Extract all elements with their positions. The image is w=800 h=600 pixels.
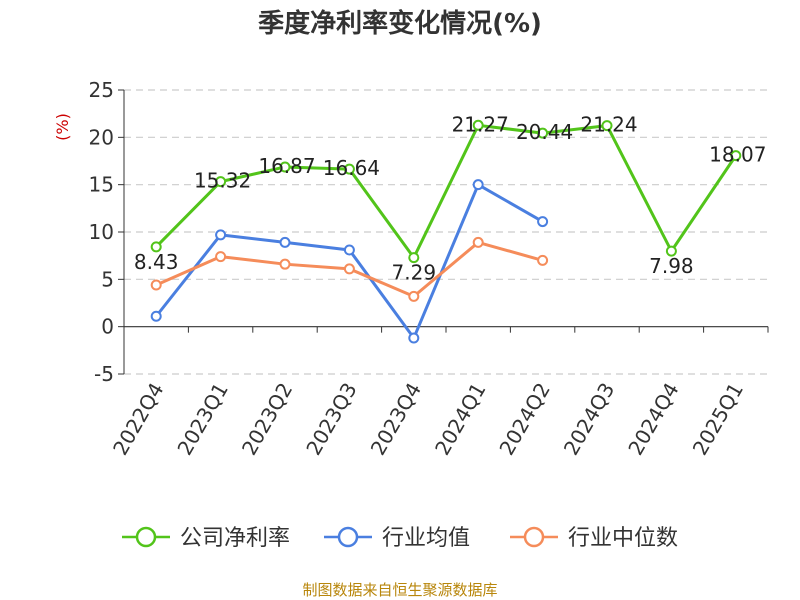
y-tick-label: 10	[89, 220, 114, 244]
data-point	[472, 236, 484, 248]
y-tick-label: 25	[89, 78, 114, 102]
data-point	[215, 176, 227, 188]
y-axis-label: (%)	[53, 113, 72, 141]
data-point	[537, 254, 549, 266]
data-point	[343, 263, 355, 275]
data-labels: 8.43 15.32 16.87 16.64 7.29 21.27 20.44 21.24 7.…	[134, 112, 766, 284]
source-note: 制图数据来自恒生聚源数据库	[302, 581, 497, 599]
x-tick-label: 2022Q4	[108, 379, 168, 460]
legend: 公司净利率 行业均值 行业中位数	[122, 526, 678, 551]
legend-item: 公司净利率	[122, 526, 290, 551]
data-label: 20.44	[516, 120, 573, 144]
data-label: 18.07	[709, 143, 766, 167]
data-point	[730, 150, 742, 162]
series-line	[155, 183, 544, 340]
data-point	[150, 279, 162, 291]
y-tick-label: 5	[101, 267, 114, 291]
x-tick-label: 2024Q2	[494, 379, 554, 460]
data-point	[537, 216, 549, 228]
data-point	[215, 251, 227, 263]
x-tick-label: 2023Q4	[366, 379, 426, 460]
series-company	[150, 119, 742, 264]
x-tick-label: 2024Q3	[559, 379, 619, 460]
data-label: 7.98	[649, 254, 694, 278]
data-point	[279, 161, 291, 173]
legend-marker	[135, 526, 157, 548]
x-tick-label: 2024Q1	[430, 379, 490, 460]
legend-label: 公司净利率	[180, 526, 290, 551]
legend-label: 行业中位数	[568, 526, 678, 551]
y-tick-label: 0	[101, 315, 114, 339]
legend-marker	[523, 526, 545, 548]
chart-title: 季度净利率变化情况(%)	[258, 8, 542, 39]
legend-item: 行业中位数	[510, 526, 678, 551]
data-point	[150, 310, 162, 322]
series-industry-mean	[150, 179, 549, 344]
legend-label: 行业均值	[382, 526, 470, 551]
data-label: 7.29	[392, 261, 437, 285]
data-point	[472, 119, 484, 131]
data-point	[279, 236, 291, 248]
data-point	[408, 290, 420, 302]
data-point	[408, 332, 420, 344]
data-point	[150, 241, 162, 253]
y-tick-label: -5	[94, 362, 114, 386]
data-point	[537, 127, 549, 139]
x-tick-label: 2023Q1	[172, 379, 232, 460]
series-industry-median	[150, 236, 549, 302]
x-tick-label: 2024Q4	[623, 379, 683, 460]
x-tick-label: 2023Q3	[301, 379, 361, 460]
data-point	[279, 258, 291, 270]
data-label: 21.27	[452, 112, 509, 136]
data-point	[472, 179, 484, 191]
series-group	[150, 119, 742, 344]
data-label: 21.24	[580, 113, 637, 137]
data-point	[215, 229, 227, 241]
data-label: 15.32	[194, 169, 251, 193]
data-point	[601, 120, 613, 132]
data-point	[408, 252, 420, 264]
y-tick-label: 20	[89, 125, 114, 149]
data-point	[665, 245, 677, 257]
y-tick-label: 15	[89, 173, 114, 197]
data-point	[343, 163, 355, 175]
legend-marker	[337, 526, 359, 548]
x-tick-label: 2025Q1	[688, 379, 748, 460]
data-label: 16.87	[258, 154, 315, 178]
data-label: 8.43	[134, 250, 179, 274]
series-line	[155, 123, 738, 260]
data-label: 16.64	[323, 156, 380, 180]
legend-item: 行业均值	[324, 526, 470, 551]
x-tick-label: 2023Q2	[237, 379, 297, 460]
data-point	[343, 244, 355, 256]
